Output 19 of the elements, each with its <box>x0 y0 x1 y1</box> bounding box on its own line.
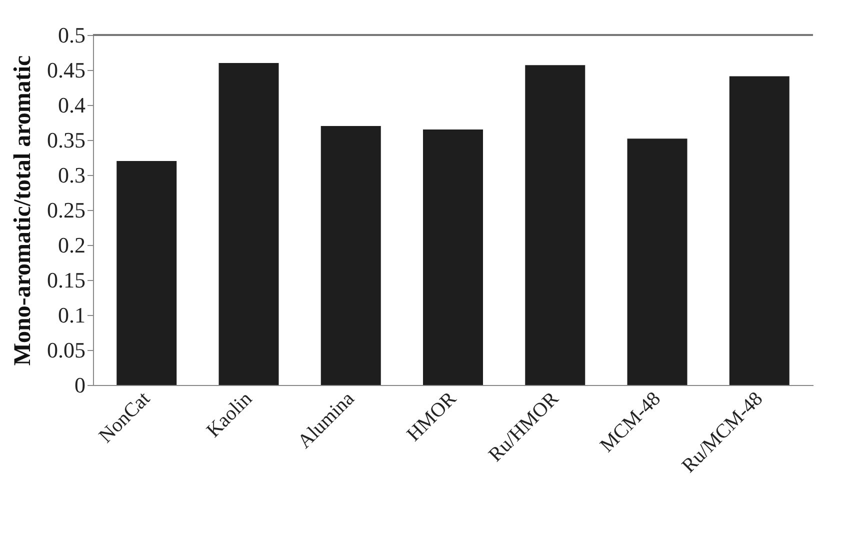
y-tick-label: 0.35 <box>47 128 86 152</box>
bar <box>627 138 688 385</box>
bar <box>423 130 483 385</box>
y-tick-label: 0.25 <box>47 198 86 222</box>
bar <box>320 126 381 385</box>
bar <box>729 76 790 385</box>
y-tick-label: 0.1 <box>58 302 86 328</box>
y-tick-label: 0 <box>74 372 86 398</box>
y-tick-label: 0.45 <box>47 58 86 82</box>
bar <box>116 161 177 385</box>
y-tick-label: 0.05 <box>47 338 86 362</box>
y-tick-label: 0.3 <box>58 162 86 188</box>
y-tick-label: 0.4 <box>58 92 86 118</box>
y-tick-label: 0.5 <box>58 22 86 48</box>
y-tick-label: 0.2 <box>58 232 86 258</box>
bar <box>218 63 279 385</box>
y-tick-label: 0.15 <box>47 268 86 292</box>
y-axis-title: Mono-aromatic/total aromatic <box>10 54 36 366</box>
bar <box>525 65 586 385</box>
